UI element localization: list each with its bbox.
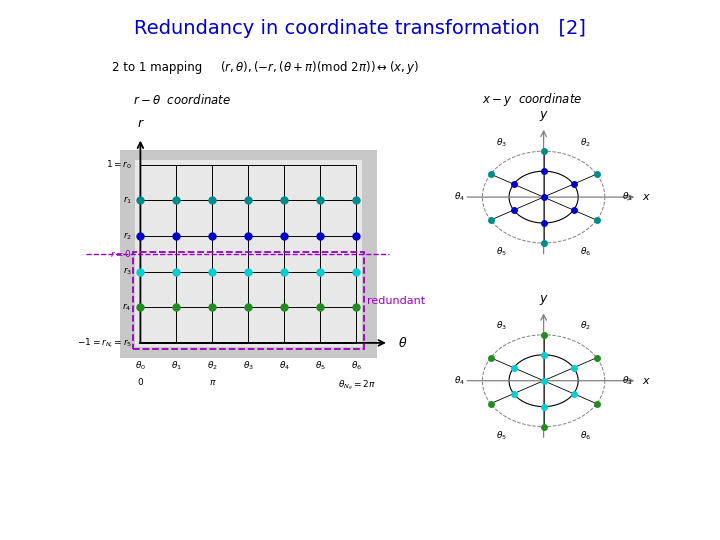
Text: $\theta_1$: $\theta_1$ — [622, 191, 634, 204]
Text: $r$: $r$ — [137, 117, 144, 130]
Text: $\theta_2$: $\theta_2$ — [580, 136, 591, 149]
Text: $\theta_2$: $\theta_2$ — [207, 359, 218, 372]
Bar — [120, 150, 377, 358]
Text: $x-y$  coordinate: $x-y$ coordinate — [482, 91, 583, 109]
Text: $\theta_6$: $\theta_6$ — [351, 359, 362, 372]
Text: $x$: $x$ — [642, 192, 651, 202]
Text: $r_4$: $r_4$ — [122, 301, 132, 313]
Text: $y$: $y$ — [539, 293, 549, 307]
Text: $\theta_3$: $\theta_3$ — [496, 136, 507, 149]
Text: $\theta_4$: $\theta_4$ — [454, 374, 465, 387]
Text: redundant: redundant — [367, 296, 426, 306]
Text: $-1=r_{N_r}=r_5$: $-1=r_{N_r}=r_5$ — [76, 336, 132, 350]
Text: 2 to 1 mapping: 2 to 1 mapping — [112, 61, 202, 74]
Text: $(r,\theta),(-r,(\theta+\pi)(\mathrm{mod}\ 2\pi))\leftrightarrow(x,y)$: $(r,\theta),(-r,(\theta+\pi)(\mathrm{mod… — [220, 59, 419, 76]
Text: 0: 0 — [138, 378, 143, 387]
Text: $r_1$: $r_1$ — [122, 194, 132, 206]
Bar — [133, 252, 364, 349]
Text: $\theta_6$: $\theta_6$ — [580, 246, 591, 258]
Text: $r=0$: $r=0$ — [110, 248, 132, 259]
Text: $\theta_2$: $\theta_2$ — [580, 320, 591, 332]
Text: $\theta$: $\theta$ — [398, 336, 408, 350]
Text: $\theta_5$: $\theta_5$ — [496, 246, 507, 258]
Text: $r_3$: $r_3$ — [122, 266, 132, 278]
Text: $\theta_5$: $\theta_5$ — [315, 359, 326, 372]
Text: $y$: $y$ — [539, 109, 549, 123]
Text: $\theta_3$: $\theta_3$ — [496, 320, 507, 332]
Text: $\theta_6$: $\theta_6$ — [580, 429, 591, 442]
Text: $\theta_4$: $\theta_4$ — [454, 191, 465, 204]
Text: $\theta_5$: $\theta_5$ — [496, 429, 507, 442]
Text: $\theta_1$: $\theta_1$ — [622, 374, 634, 387]
Text: Redundancy in coordinate transformation   [2]: Redundancy in coordinate transformation … — [134, 19, 586, 38]
Bar — [135, 160, 362, 347]
Text: $x$: $x$ — [642, 376, 651, 386]
Text: $\theta_0$: $\theta_0$ — [135, 359, 146, 372]
Text: $\theta_4$: $\theta_4$ — [279, 359, 290, 372]
Text: $\theta_{N_\theta}=2\pi$: $\theta_{N_\theta}=2\pi$ — [338, 378, 375, 392]
Text: $r_2$: $r_2$ — [122, 230, 132, 242]
Text: $\theta_1$: $\theta_1$ — [171, 359, 182, 372]
Text: $\theta_3$: $\theta_3$ — [243, 359, 254, 372]
Text: $r-\theta$  coordinate: $r-\theta$ coordinate — [133, 93, 231, 107]
Text: $\pi$: $\pi$ — [209, 378, 216, 387]
Text: $1=r_0$: $1=r_0$ — [106, 158, 132, 171]
